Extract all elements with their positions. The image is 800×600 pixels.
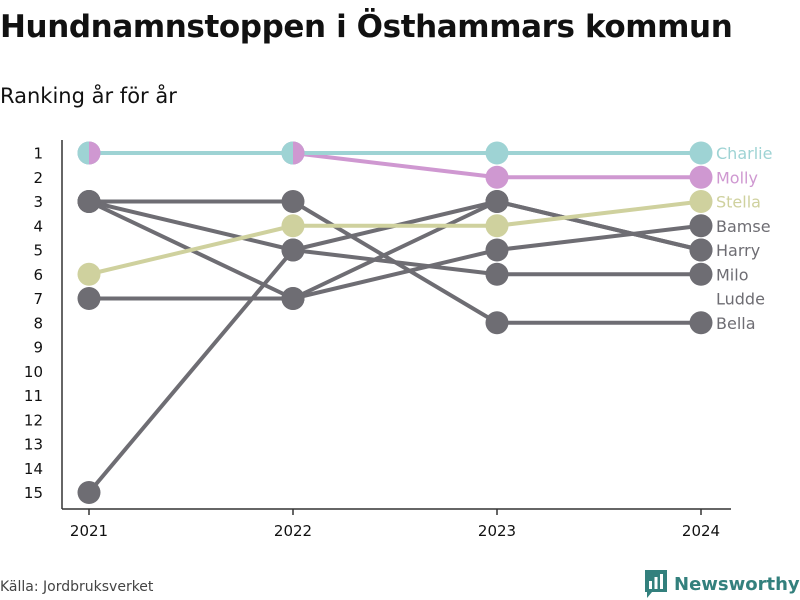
marker-half-charlie <box>77 141 89 165</box>
marker-stella <box>485 214 509 238</box>
marker-charlie <box>689 141 713 165</box>
marker-ludde <box>77 481 101 504</box>
y-tick-label: 1 <box>33 145 43 163</box>
marker-bamse <box>77 287 101 310</box>
y-tick-label: 5 <box>33 242 43 260</box>
chart-subtitle: Ranking år för år <box>0 84 177 108</box>
marker-bamse <box>689 238 713 262</box>
marker-half-charlie <box>281 141 293 165</box>
marker-harry <box>77 190 101 213</box>
marker-milo <box>485 262 509 286</box>
y-tick-label: 6 <box>33 266 43 284</box>
marker-molly <box>485 165 509 189</box>
marker-bella <box>485 311 509 335</box>
marker-charlie <box>485 141 509 165</box>
marker-stella <box>689 190 713 213</box>
brand-logo: Newsworthy <box>644 569 800 599</box>
chart-title: Hundnamnstoppen i Östhammars kommun <box>0 9 733 45</box>
end-label-molly: Molly <box>716 168 758 187</box>
x-tick-label: 2024 <box>682 522 720 540</box>
marker-molly <box>689 165 713 189</box>
y-tick-label: 3 <box>33 193 43 211</box>
end-label-bamse: Bamse <box>716 217 771 236</box>
y-tick-label: 8 <box>33 314 43 332</box>
series-line-stella <box>87 199 703 277</box>
end-label-ludde: Ludde <box>716 290 765 309</box>
x-tick-label: 2021 <box>70 522 108 540</box>
y-tick-label: 14 <box>24 460 43 478</box>
end-label-milo: Milo <box>716 265 748 284</box>
y-tick-label: 11 <box>24 387 43 405</box>
marker-milo <box>281 238 305 262</box>
series-line-bamse <box>87 199 703 301</box>
marker-bella <box>281 190 305 213</box>
marker-harry <box>485 238 509 262</box>
marker-half-molly <box>89 141 101 165</box>
series-line-milo <box>87 199 703 277</box>
marker-stella <box>77 262 101 286</box>
y-tick-label: 15 <box>24 484 43 502</box>
marker-bella <box>689 311 713 335</box>
x-tick-label: 2022 <box>274 522 312 540</box>
y-tick-label: 4 <box>33 217 43 235</box>
marker-milo <box>689 262 713 286</box>
end-label-charlie: Charlie <box>716 144 772 163</box>
bar-chart-icon <box>645 570 667 598</box>
y-tick-label: 7 <box>33 290 43 308</box>
series-line-molly <box>87 151 703 180</box>
y-tick-label: 12 <box>24 411 43 429</box>
marker-bamse <box>485 190 509 213</box>
y-tick-label: 2 <box>33 169 43 187</box>
brand-name: Newsworthy <box>674 573 800 595</box>
marker-bamse <box>281 287 305 310</box>
end-label-bella: Bella <box>716 314 756 333</box>
marker-stella <box>281 214 305 238</box>
end-label-stella: Stella <box>716 193 761 212</box>
y-tick-label: 13 <box>24 436 43 454</box>
marker-harry <box>689 214 713 238</box>
end-label-harry: Harry <box>716 241 760 260</box>
marker-half-molly <box>293 141 305 165</box>
y-tick-label: 9 <box>33 339 43 357</box>
x-tick-label: 2023 <box>478 522 516 540</box>
source-note: Källa: Jordbruksverket <box>0 579 154 595</box>
y-tick-label: 10 <box>24 363 43 381</box>
